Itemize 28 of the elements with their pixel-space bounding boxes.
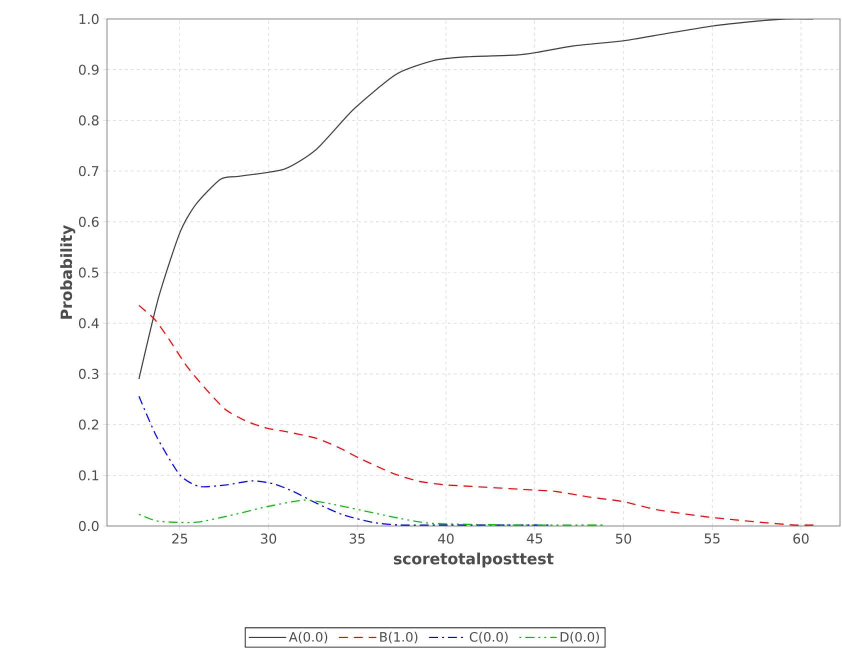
line-series	[138, 396, 552, 526]
x-tick-label: 45	[526, 534, 542, 544]
y-tick-label: 0.9	[78, 64, 99, 75]
legend-label: B(1.0)	[380, 632, 418, 644]
y-tick-label: 0.6	[78, 216, 99, 227]
y-tick-label: 0.4	[78, 318, 99, 328]
x-axis-title: scoretotalposttest	[394, 552, 554, 568]
y-tick-label: 0.0	[78, 520, 99, 532]
y-tick-label: 0.2	[78, 420, 98, 430]
y-tick-label: 0.3	[78, 368, 98, 379]
line-series	[138, 304, 814, 526]
y-axis-title: Probability	[60, 225, 76, 319]
y-tick-label: 0.7	[78, 166, 98, 176]
legend-label: D(0.0)	[560, 632, 599, 644]
legend-label: C(0.0)	[470, 632, 508, 644]
y-tick-label: 0.1	[78, 470, 98, 480]
y-tick-label: 0.8	[78, 115, 99, 126]
x-tick-label: 35	[350, 534, 365, 544]
x-tick-label: 40	[438, 534, 454, 544]
x-tick-label: 25	[172, 534, 188, 544]
x-tick-label: 60	[793, 534, 809, 544]
x-tick-label: 55	[704, 534, 720, 544]
line-series	[138, 18, 814, 380]
y-tick-label: 1.0	[80, 14, 99, 24]
x-tick-label: 50	[616, 534, 632, 544]
x-tick-label: 30	[260, 534, 276, 544]
y-tick-label: 0.5	[78, 267, 98, 278]
legend-label: A(0.0)	[288, 632, 328, 644]
